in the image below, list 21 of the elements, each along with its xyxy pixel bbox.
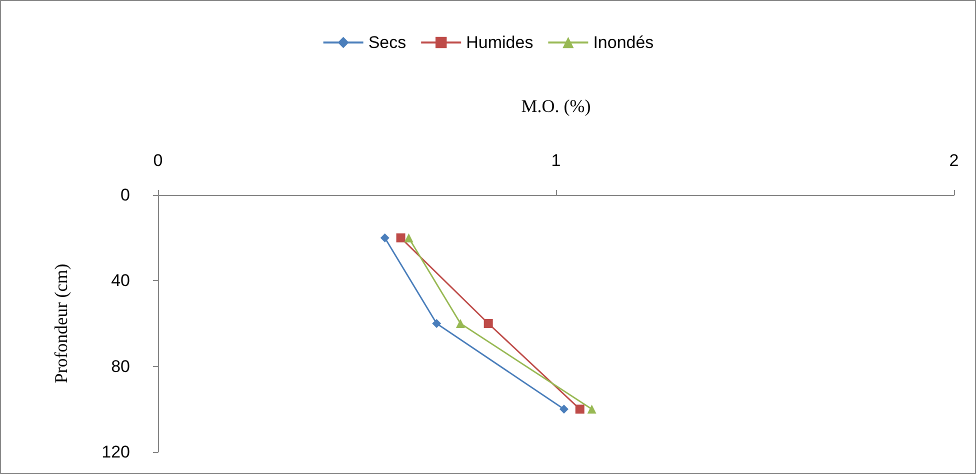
point	[559, 404, 568, 414]
x-tick-label: 1	[551, 151, 561, 170]
x-tick-label: 0	[153, 151, 163, 170]
point	[587, 404, 596, 414]
x-axis-title: M.O. (%)	[521, 96, 591, 116]
point	[396, 233, 406, 242]
point	[380, 233, 390, 242]
y-tick-label: 120	[102, 442, 130, 462]
point	[575, 404, 584, 414]
point	[432, 319, 442, 328]
y-tick-label: 80	[111, 356, 130, 376]
legend-label: Humides	[466, 33, 534, 52]
point	[484, 319, 493, 328]
y-tick-label: 0	[120, 186, 130, 204]
y-tick-label: 40	[111, 271, 130, 290]
legend-label: Inondés	[593, 33, 654, 52]
y-axis-title: Profondeur (cm)	[51, 264, 71, 384]
x-tick-label: 2	[949, 151, 959, 170]
legend-label: Secs	[368, 33, 406, 52]
point	[404, 233, 414, 242]
point	[456, 319, 465, 328]
